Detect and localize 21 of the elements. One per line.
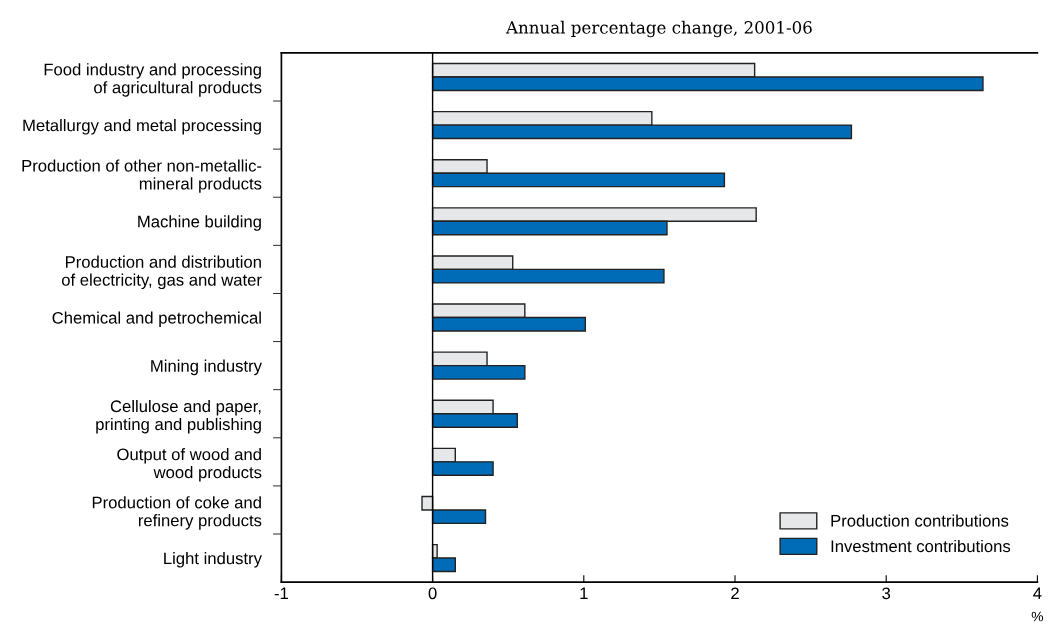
x-tick-label: 3: [882, 587, 891, 600]
legend-label: Investment contributions: [831, 539, 1011, 553]
y-tick-label: Metallurgy and metal processing: [23, 119, 261, 135]
x-tick-label: 1: [580, 587, 588, 600]
y-tick-label: Food industry and processing of agricultural products: [44, 63, 262, 97]
y-tick-label: Machine building: [138, 215, 261, 231]
x-tick-label: 4: [1033, 587, 1042, 600]
y-tick-label: Production of coke and refinery products: [92, 496, 262, 530]
x-axis-title: %: [1031, 611, 1044, 622]
y-tick-label: Chemical and petrochemical: [52, 311, 261, 328]
y-tick-label: Production and distribution of electricity, gas and water: [61, 255, 262, 290]
legend-label: Production contributions: [831, 514, 1009, 527]
y-tick-label: Mining industry: [151, 359, 262, 376]
chart-title: Annual percentage change, 2001-06: [505, 20, 812, 38]
y-tick-label: Light industry: [164, 552, 262, 568]
y-tick-label: Cellulose and paper, printing and publishing: [96, 399, 261, 434]
y-tick-label: Production of other non-metallic- mineral products: [22, 159, 262, 193]
x-tick-label: 2: [731, 587, 739, 600]
x-tick-label: 0: [428, 587, 437, 600]
x-tick-label: -1: [274, 587, 288, 600]
y-tick-label: Output of wood and wood products: [117, 448, 262, 482]
